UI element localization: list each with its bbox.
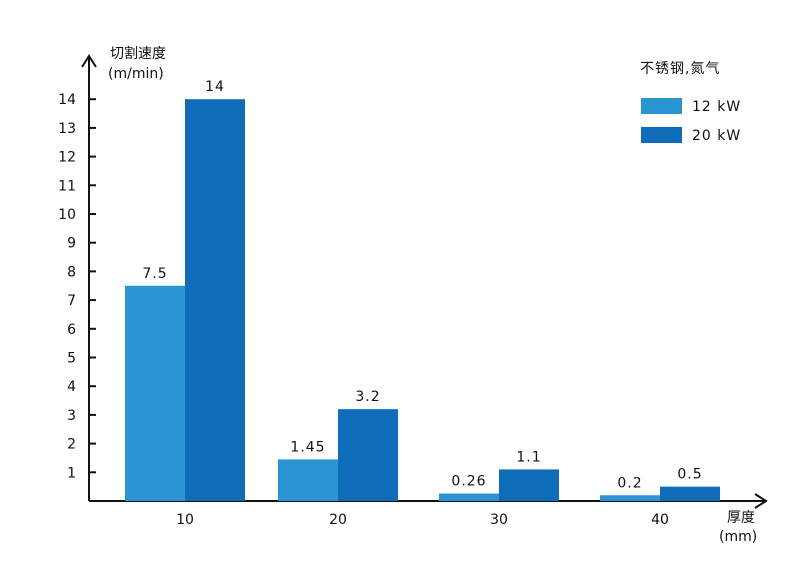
x-tick-label: 40 (651, 512, 669, 528)
data-labels: 7.5 1.45 0.26 0.2 14 3.2 1.1 0.5 (142, 79, 702, 491)
y-tick-label: 6 (67, 322, 76, 338)
x-tick-label: 10 (176, 512, 194, 528)
y-tick-label: 12 (58, 150, 76, 166)
bar (278, 459, 338, 501)
y-tick-label: 3 (67, 408, 76, 424)
bar (185, 99, 245, 501)
data-label: 1.1 (516, 449, 541, 465)
y-tick-label: 10 (58, 207, 76, 223)
x-axis-title: 厚度 (727, 510, 755, 526)
legend: 不锈钢,氮气 12 kW 20 kW (640, 61, 741, 144)
bar (499, 469, 559, 501)
y-tick-label: 9 (67, 236, 76, 252)
bar (338, 409, 398, 501)
data-label: 7.5 (142, 266, 167, 282)
y-axis-unit: (m/min) (108, 66, 164, 82)
bar (660, 486, 720, 501)
data-label: 14 (205, 79, 225, 95)
x-axis-unit: (mm) (719, 529, 757, 545)
x-tick-label: 20 (329, 512, 347, 528)
y-tick-label: 11 (58, 178, 76, 194)
y-axis-title: 切割速度 (110, 45, 166, 62)
y-tick-label: 8 (67, 264, 76, 280)
x-axis-arrow (754, 493, 768, 509)
legend-title: 不锈钢,氮气 (640, 61, 720, 77)
y-tick-label: 1 (67, 465, 76, 481)
legend-label-12kw: 12 kW (692, 99, 741, 115)
y-tick-label: 13 (58, 121, 76, 137)
y-axis-arrow (81, 54, 97, 68)
legend-swatch-20kw (641, 127, 682, 143)
legend-label-20kw: 20 kW (692, 128, 741, 144)
data-label: 1.45 (290, 439, 325, 455)
y-tick-label: 2 (67, 437, 76, 453)
y-tick-label: 7 (67, 293, 76, 309)
bar (600, 495, 660, 501)
y-tick-label: 5 (67, 351, 76, 367)
y-tick-label: 4 (67, 379, 76, 395)
data-label: 0.2 (617, 475, 642, 491)
bar (125, 285, 185, 501)
data-label: 0.5 (677, 467, 702, 483)
legend-swatch-12kw (641, 98, 682, 114)
data-label: 3.2 (355, 389, 380, 405)
y-tick-label: 14 (58, 92, 76, 108)
bars (125, 99, 720, 501)
data-label: 0.26 (451, 474, 486, 490)
bar (439, 493, 499, 501)
x-tick-label: 30 (490, 512, 508, 528)
x-ticks: 10 20 30 40 (176, 512, 669, 528)
